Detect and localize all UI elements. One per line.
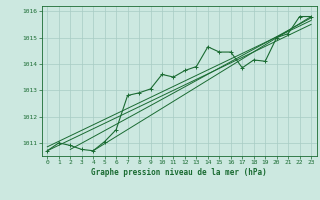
X-axis label: Graphe pression niveau de la mer (hPa): Graphe pression niveau de la mer (hPa) [91,168,267,177]
